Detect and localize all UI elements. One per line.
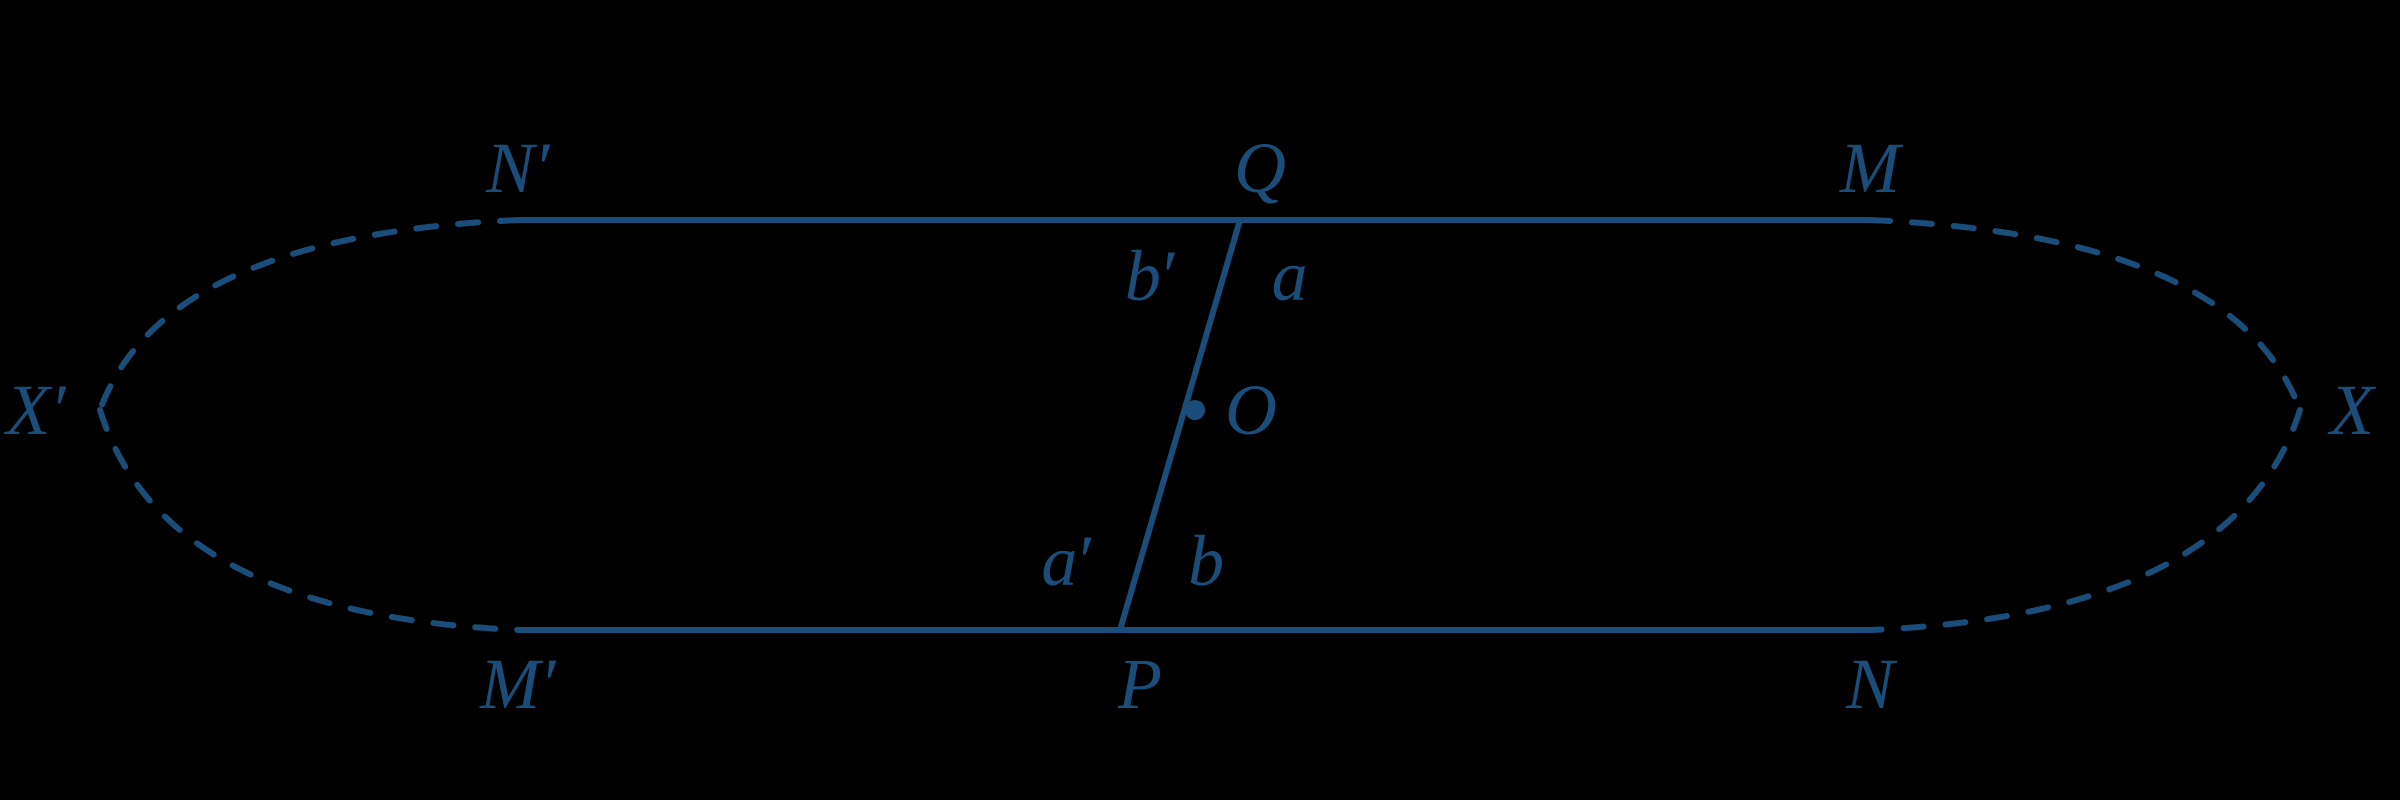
label-Xprime: X′ — [3, 370, 70, 450]
label-aprime: a′ — [1041, 521, 1095, 601]
label-b: b — [1188, 521, 1224, 601]
label-M: M — [1839, 128, 1904, 208]
label-N: N — [1845, 644, 1898, 724]
background — [0, 0, 2400, 800]
label-P: P — [1117, 644, 1162, 724]
label-X: X — [2327, 370, 2377, 450]
label-O: O — [1225, 370, 1277, 450]
label-a: a — [1272, 236, 1308, 316]
label-Nprime: N′ — [485, 128, 554, 208]
point-O — [1185, 400, 1205, 420]
label-Mprime: M′ — [479, 644, 560, 724]
label-bprime: b′ — [1125, 236, 1179, 316]
label-Q: Q — [1234, 128, 1286, 208]
